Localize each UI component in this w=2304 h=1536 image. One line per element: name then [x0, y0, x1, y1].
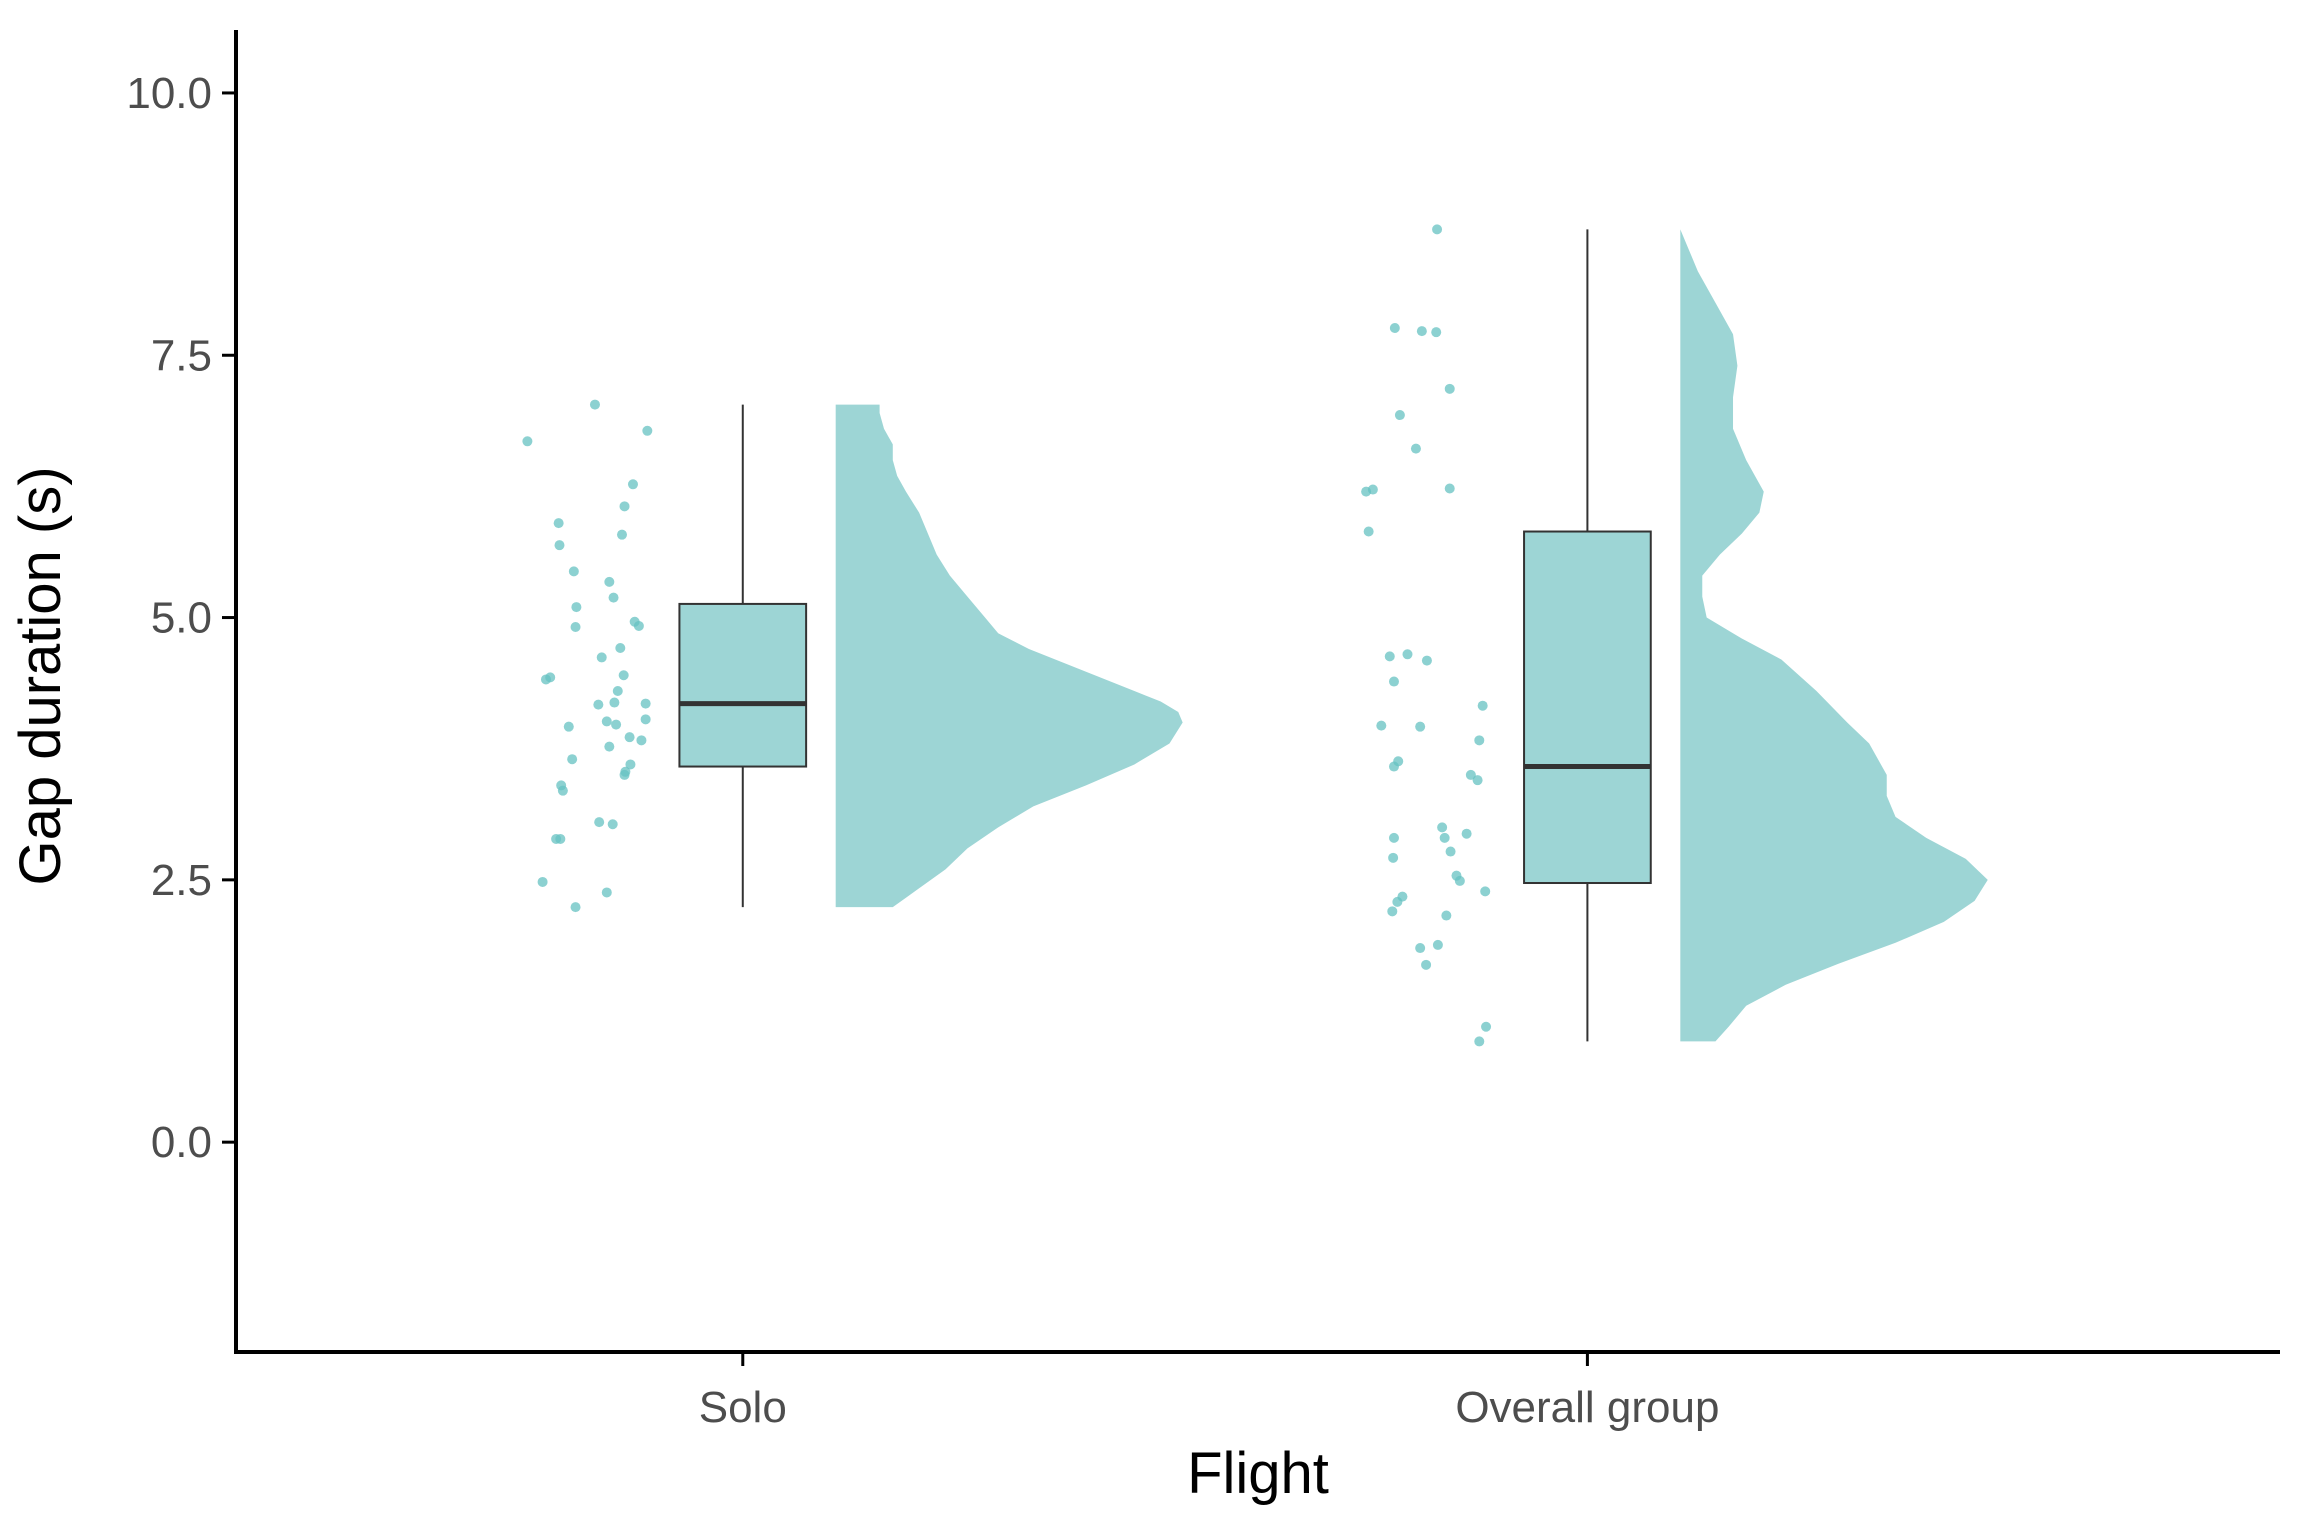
data-point [627, 479, 638, 490]
data-point [1389, 322, 1400, 333]
data-point [1477, 700, 1488, 711]
data-point [593, 699, 604, 710]
data-point [1363, 526, 1374, 537]
y-tick-label: 10.0 [126, 69, 212, 118]
data-point [1376, 720, 1387, 731]
data-point [1480, 886, 1491, 897]
data-point [1415, 943, 1426, 954]
group-overall-group [1361, 224, 1988, 1047]
data-point [1392, 896, 1403, 907]
data-point [1394, 410, 1405, 421]
data-point [1402, 649, 1413, 660]
data-point [1445, 846, 1456, 857]
data-point [1474, 1036, 1485, 1047]
data-point [1461, 828, 1472, 839]
box [1523, 530, 1652, 885]
data-point [642, 425, 653, 436]
data-point [1384, 651, 1395, 662]
data-point [1410, 443, 1421, 454]
data-point [594, 817, 605, 828]
y-tick-label: 5.0 [151, 594, 212, 643]
data-point [563, 721, 574, 732]
data-point [596, 652, 607, 663]
x-tick-label: Overall group [1455, 1383, 1719, 1432]
data-point [1441, 910, 1452, 921]
data-point [570, 902, 581, 913]
data-point [1444, 383, 1455, 394]
data-point [609, 697, 620, 708]
data-point [1432, 224, 1443, 235]
data-point [557, 785, 568, 796]
data-point [640, 714, 651, 725]
y-tick-label: 2.5 [151, 856, 212, 905]
data-point [624, 732, 635, 743]
data-point [608, 592, 619, 603]
data-point [611, 719, 622, 730]
data-point [1388, 852, 1399, 863]
density-cloud [1680, 229, 1988, 1042]
group-solo [522, 399, 1183, 913]
box [678, 602, 808, 768]
data-point [1388, 761, 1399, 772]
data-point [1388, 832, 1399, 843]
plot-area [522, 224, 1988, 1047]
data-point [618, 670, 629, 681]
data-point [1421, 655, 1432, 666]
data-point [1421, 959, 1432, 970]
data-point [625, 759, 636, 770]
data-point [633, 620, 644, 631]
data-point [570, 621, 581, 632]
data-point [601, 716, 612, 727]
data-point [607, 819, 618, 830]
data-point [555, 833, 566, 844]
data-point [1472, 775, 1483, 786]
data-point [522, 436, 533, 447]
y-tick-label: 0.0 [151, 1118, 212, 1167]
data-point [568, 566, 579, 577]
data-point [1361, 486, 1372, 497]
data-point [601, 887, 612, 898]
data-point [616, 529, 627, 540]
data-point [1431, 327, 1442, 338]
data-point [1439, 832, 1450, 843]
data-point [1454, 875, 1465, 886]
data-point [604, 576, 615, 587]
data-point [1415, 721, 1426, 732]
data-point [636, 735, 647, 746]
data-point [615, 642, 626, 653]
data-point [640, 698, 651, 709]
x-tick-label: Solo [699, 1383, 787, 1432]
data-point [619, 501, 630, 512]
data-point [604, 741, 615, 752]
data-point [553, 518, 564, 529]
y-axis-ticks: 0.0 2.5 5.0 7.5 10.0 [126, 69, 236, 1167]
data-point [540, 674, 551, 685]
data-point [612, 686, 623, 696]
data-point [1437, 822, 1448, 833]
data-point [1465, 769, 1476, 780]
data-point [1416, 326, 1427, 337]
data-point [619, 769, 630, 780]
data-point [1474, 735, 1485, 746]
data-point [589, 399, 600, 410]
data-point [537, 876, 548, 887]
data-point [1387, 906, 1398, 917]
density-cloud [835, 404, 1183, 908]
y-axis-title: Gap duration (s) [8, 466, 73, 885]
data-point [554, 540, 565, 551]
data-point [571, 602, 582, 613]
data-point [1388, 676, 1399, 687]
x-axis-ticks: Solo Overall group [699, 1352, 1719, 1432]
data-point [1481, 1021, 1492, 1032]
x-axis-title: Flight [1187, 1441, 1329, 1506]
data-point [1444, 483, 1455, 494]
data-point [567, 754, 578, 765]
data-point [1432, 939, 1443, 950]
y-tick-label: 7.5 [151, 331, 212, 380]
